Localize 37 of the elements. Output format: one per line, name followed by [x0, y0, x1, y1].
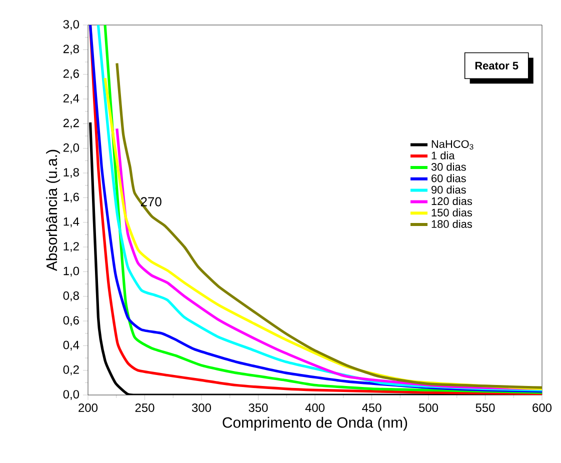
- x-tick-label: 350: [248, 404, 268, 412]
- x-tick-label: 550: [476, 404, 495, 412]
- y-tick-label: 0,4: [63, 340, 80, 351]
- x-axis-title: Comprimento de Onda (nm): [222, 416, 408, 431]
- annotation: 270: [140, 197, 162, 206]
- y-tick-label: 1,6: [64, 192, 79, 203]
- legend-label: 120 dias: [432, 197, 472, 206]
- legend-label: 150 dias: [432, 208, 472, 216]
- y-axis-title: Absorbância (u.a.): [46, 150, 60, 272]
- x-tick-label: 400: [305, 404, 325, 412]
- legend-label: NaHCO$_{3}$: [432, 140, 474, 150]
- legend-label: 180 dias: [432, 220, 472, 228]
- y-tick-label: 3,0: [63, 20, 80, 30]
- legend-label: 1 dia: [432, 151, 455, 160]
- x-tick-label: 250: [135, 404, 154, 412]
- y-tick-label: 1,2: [64, 242, 79, 252]
- y-tick-label: 1,8: [64, 168, 79, 178]
- y-tick-label: 0,2: [63, 365, 79, 376]
- legend-label: 60 dias: [432, 174, 466, 182]
- legend-label: 90 dias: [432, 186, 466, 194]
- y-tick-label: 0,8: [63, 291, 79, 302]
- y-tick-label: 2,4: [63, 94, 80, 104]
- y-tick-label: 0,6: [63, 316, 79, 326]
- y-tick-label: 1,4: [64, 217, 80, 228]
- y-tick-label: 2,2: [63, 118, 79, 129]
- y-tick-label: 2,0: [63, 143, 80, 154]
- x-tick-label: 600: [532, 404, 552, 412]
- y-tick-label: 2,6: [63, 69, 79, 80]
- y-tick-label: 1,0: [64, 266, 80, 277]
- x-tick-label: 450: [362, 404, 382, 412]
- legend-label: 30 dias: [431, 162, 466, 171]
- x-tick-label: 200: [78, 404, 98, 412]
- annotation: Reator 5: [475, 62, 518, 70]
- x-tick-label: 300: [192, 404, 212, 412]
- x-tick-label: 500: [419, 404, 438, 412]
- y-tick-label: 2,8: [63, 44, 79, 55]
- y-tick-label: 0,0: [63, 390, 80, 400]
